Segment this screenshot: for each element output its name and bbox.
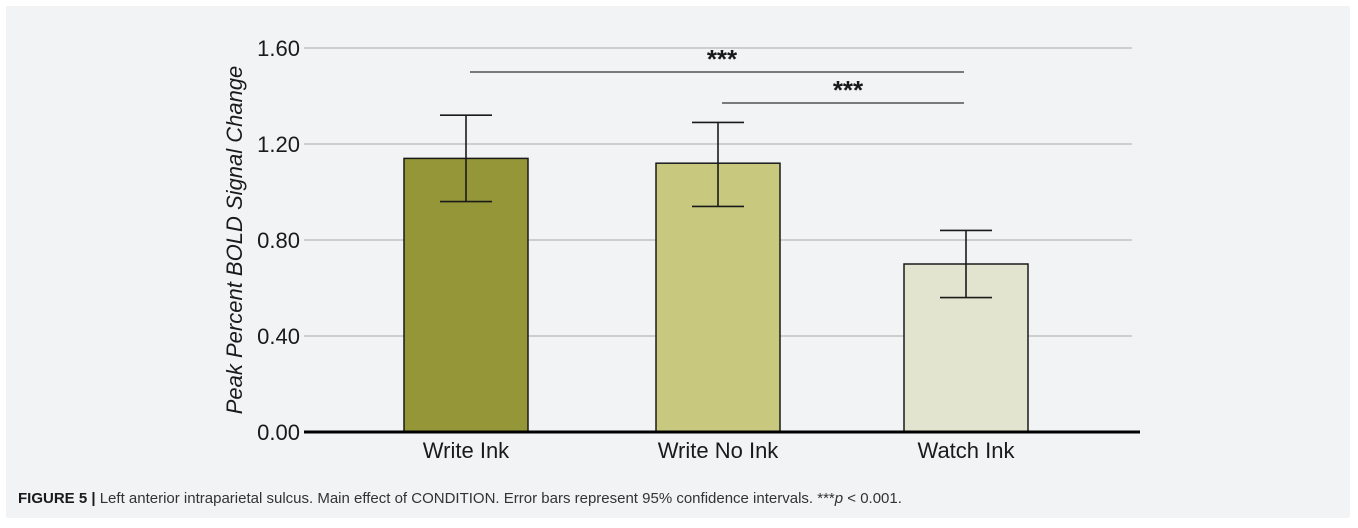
x-tick-label: Write No Ink [658,438,780,463]
figure-caption: FIGURE 5 | Left anterior intraparietal s… [18,490,1338,507]
x-tick-label: Write Ink [423,438,510,463]
figure-panel: 0.00 0.40 0.80 1.20 1.60 Peak Percent BOLD Si… [6,6,1350,518]
caption-p-symbol: p [834,490,844,507]
bar [403,157,529,433]
caption-text: Left anterior intraparietal sulcus. Main… [95,490,835,507]
bar [655,162,781,433]
caption-p-rest: < 0.001. [843,490,902,507]
caption-label: FIGURE 5 | [18,490,96,507]
bar-chart: 0.00 0.40 0.80 1.20 1.60 Peak Percent BOLD Si… [222,36,1140,463]
y-tick-label: 1.20 [257,132,300,157]
y-tick-label: 1.60 [257,36,300,61]
x-tick-label: Watch Ink [918,438,1016,463]
significance-label: *** [707,44,738,74]
y-tick-label: 0.00 [257,420,300,445]
y-axis-label: Peak Percent BOLD Signal Change [222,66,247,415]
significance-label: *** [833,75,864,105]
y-tick-label: 0.80 [257,228,300,253]
y-tick-label: 0.40 [257,324,300,349]
